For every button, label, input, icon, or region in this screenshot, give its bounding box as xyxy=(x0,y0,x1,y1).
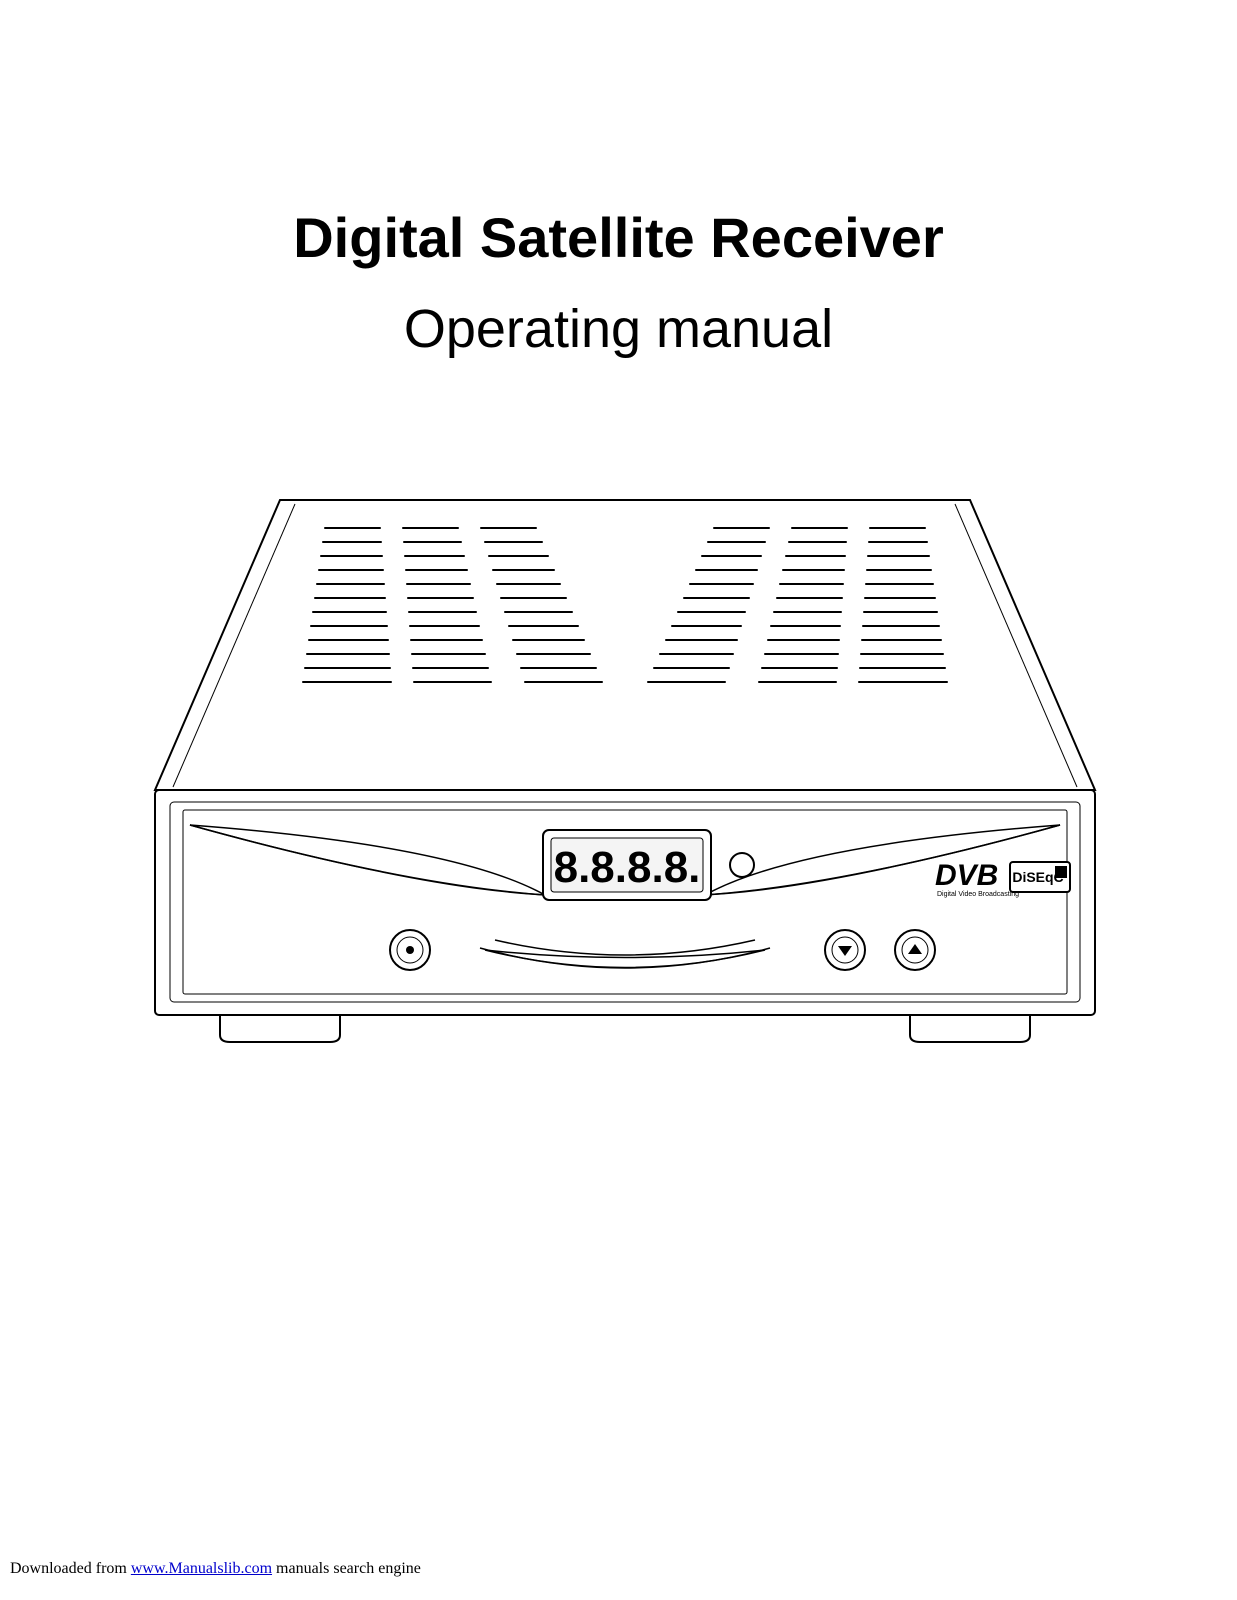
document-page: Digital Satellite Receiver Operating man… xyxy=(0,0,1237,1600)
device-top xyxy=(155,500,1095,790)
footer-text: Downloaded from www.Manualslib.com manua… xyxy=(10,1560,421,1578)
footer-prefix: Downloaded from xyxy=(10,1560,131,1577)
channel-up-button[interactable] xyxy=(895,930,935,970)
led-display: 8.8.8.8. xyxy=(543,830,711,900)
device-feet xyxy=(220,1015,1030,1042)
page-subtitle: Operating manual xyxy=(0,298,1237,360)
footer-link[interactable]: www.Manualslib.com xyxy=(131,1560,272,1577)
channel-down-button[interactable] xyxy=(825,930,865,970)
diseqc-logo: DiSEqC xyxy=(1010,862,1070,892)
footer-suffix: manuals search engine xyxy=(272,1560,421,1577)
power-button[interactable] xyxy=(390,930,430,970)
device-illustration: 8.8.8.8. xyxy=(145,490,1105,1070)
device-front xyxy=(155,790,1095,1015)
ir-sensor xyxy=(730,853,754,877)
display-text: 8.8.8.8. xyxy=(554,843,701,892)
svg-text:Digital Video Broadcasting: Digital Video Broadcasting xyxy=(937,891,1019,898)
page-title: Digital Satellite Receiver xyxy=(0,205,1237,270)
svg-text:DVB: DVB xyxy=(935,859,998,892)
